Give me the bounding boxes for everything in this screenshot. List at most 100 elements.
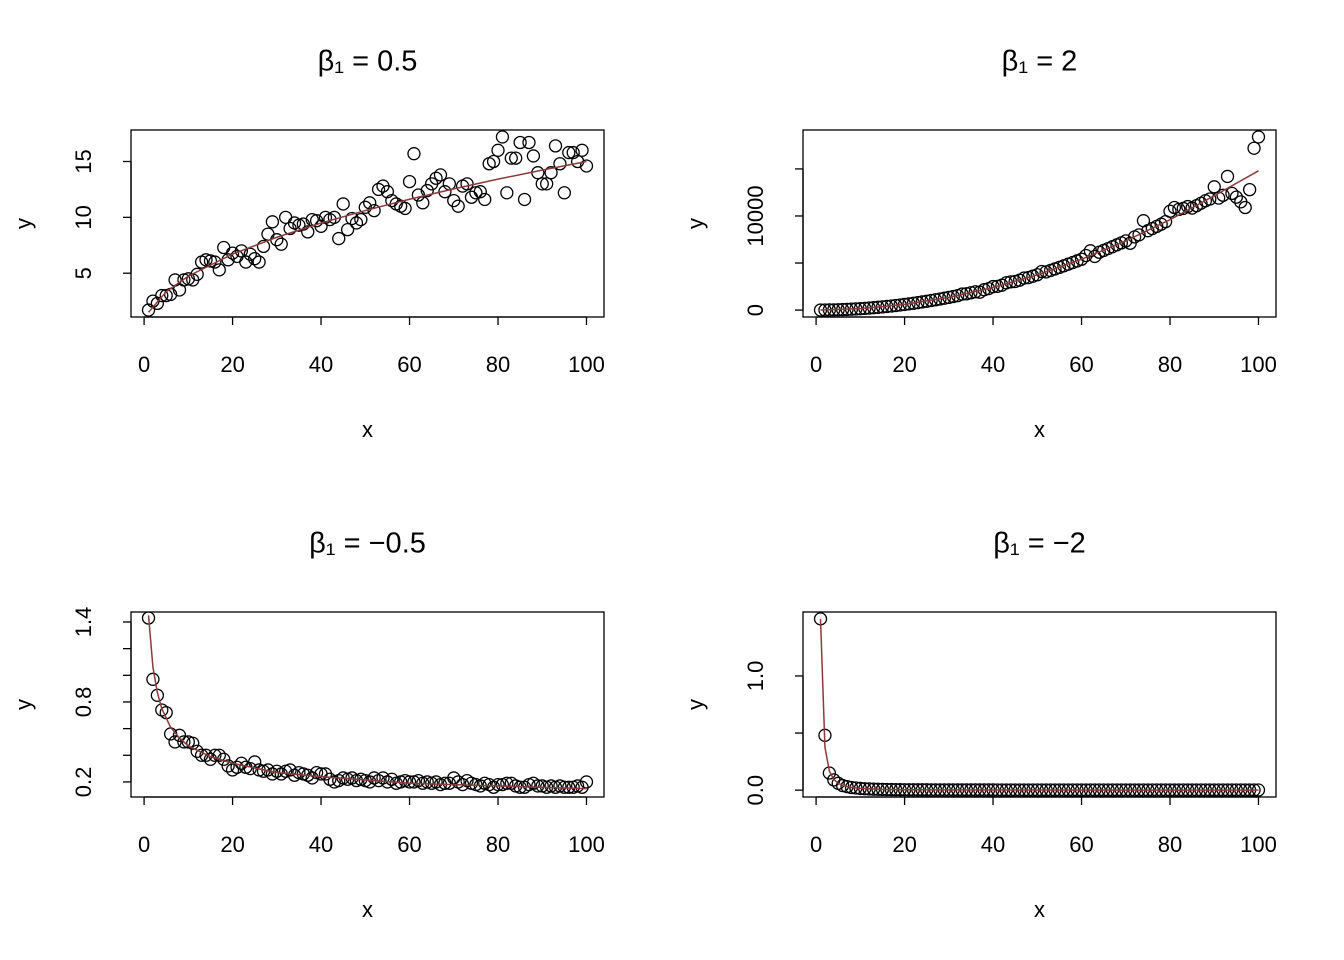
y-tick-label: 5: [71, 267, 96, 279]
data-point: [332, 231, 346, 246]
data-point: [1004, 275, 1018, 289]
data-point: [371, 182, 386, 197]
x-tick-label: 0: [810, 832, 822, 857]
x-tick-label: 60: [397, 832, 421, 857]
data-point: [340, 222, 355, 237]
data-point: [1017, 271, 1031, 285]
data-point: [840, 779, 854, 794]
data-point: [835, 778, 850, 793]
x-tick-label: 100: [1240, 832, 1277, 857]
y-tick-label: 10: [71, 205, 96, 229]
data-point: [296, 217, 311, 231]
data-point: [256, 239, 271, 254]
data-point: [141, 303, 156, 317]
y-tick-label: 0.8: [71, 687, 96, 718]
x-tick-label: 60: [1069, 832, 1093, 857]
data-point: [407, 147, 421, 161]
data-point: [946, 289, 960, 304]
data-point: [486, 154, 501, 169]
x-axis-label: x: [362, 897, 373, 922]
data-point: [358, 200, 372, 214]
data-point: [1229, 190, 1244, 204]
data-point: [579, 159, 594, 173]
x-tick-label: 40: [309, 352, 333, 377]
plot-box: [130, 129, 605, 318]
chart-title: β₁ = −0.5: [309, 528, 426, 560]
data-point: [959, 287, 974, 301]
x-tick-label: 20: [892, 832, 916, 857]
data-point: [491, 143, 505, 157]
data-point: [1203, 192, 1217, 206]
data-point: [986, 279, 1000, 294]
data-point: [398, 201, 412, 216]
data-point: [234, 244, 249, 258]
x-tick-label: 100: [568, 352, 605, 377]
x-tick-label: 40: [981, 832, 1005, 857]
x-tick-label: 80: [1158, 832, 1182, 857]
data-point: [1074, 252, 1089, 266]
data-point: [150, 296, 165, 311]
data-point: [999, 276, 1013, 290]
data-point: [495, 130, 510, 144]
data-point: [265, 215, 280, 229]
chart-title: β₁ = 0.5: [318, 46, 418, 78]
data-point: [186, 736, 200, 750]
x-tick-label: 60: [397, 352, 421, 377]
plot-box: [802, 129, 1277, 318]
data-point: [1132, 228, 1146, 242]
x-tick-label: 20: [220, 352, 244, 377]
data-point: [531, 166, 545, 180]
data-point: [531, 779, 545, 793]
x-tick-label: 80: [1158, 352, 1182, 377]
data-point: [208, 255, 222, 269]
data-point: [509, 151, 523, 165]
y-tick-label: 0.0: [743, 775, 768, 806]
data-point: [522, 135, 536, 150]
data-point: [1216, 188, 1230, 202]
data-point: [345, 211, 359, 226]
x-tick-label: 20: [892, 352, 916, 377]
data-point: [402, 174, 417, 189]
data-point: [553, 157, 567, 171]
fit-line: [819, 618, 1259, 791]
x-tick-label: 80: [486, 352, 510, 377]
data-point: [212, 263, 226, 277]
y-tick-label: 1.0: [743, 661, 768, 692]
data-point: [1207, 180, 1221, 194]
x-tick-label: 80: [486, 832, 510, 857]
data-point: [1247, 141, 1261, 155]
plot-box: [130, 611, 605, 798]
x-tick-label: 100: [568, 832, 605, 857]
y-tick-label: 0.2: [71, 767, 96, 798]
data-point: [367, 204, 381, 218]
y-axis-label: y: [11, 699, 36, 710]
y-tick-label: 15: [71, 149, 96, 173]
x-axis-label: x: [1034, 897, 1045, 922]
data-point: [420, 183, 434, 198]
data-point: [429, 171, 443, 185]
data-point: [199, 748, 213, 762]
data-point: [942, 290, 956, 305]
y-axis-label: y: [683, 218, 708, 229]
data-point: [168, 735, 182, 749]
x-tick-label: 40: [309, 832, 333, 857]
data-point: [239, 255, 253, 269]
data-point: [575, 780, 589, 794]
data-point: [500, 776, 514, 790]
x-tick-label: 60: [1069, 352, 1093, 377]
data-point: [526, 149, 541, 163]
data-point: [314, 219, 328, 233]
data-point: [575, 143, 589, 157]
data-point: [217, 240, 231, 255]
data-point: [172, 728, 187, 742]
data-point: [402, 775, 417, 789]
data-point: [212, 748, 226, 762]
data-point: [363, 775, 377, 789]
data-point: [535, 177, 549, 191]
x-tick-label: 0: [138, 352, 150, 377]
data-point: [566, 145, 580, 160]
data-point: [1220, 169, 1235, 184]
data-point: [557, 186, 572, 200]
plot-box: [802, 611, 1277, 798]
